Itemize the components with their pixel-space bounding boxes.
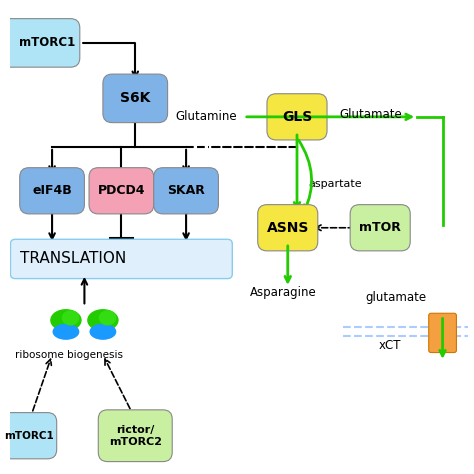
Text: mTOR: mTOR (359, 221, 401, 234)
FancyBboxPatch shape (20, 168, 84, 214)
FancyBboxPatch shape (98, 410, 172, 462)
Text: eIF4B: eIF4B (32, 184, 72, 197)
FancyBboxPatch shape (10, 239, 232, 279)
FancyBboxPatch shape (258, 205, 318, 251)
Text: xCT: xCT (378, 339, 401, 352)
FancyBboxPatch shape (428, 313, 456, 353)
Ellipse shape (88, 310, 118, 330)
Text: mTORC1: mTORC1 (4, 431, 54, 441)
FancyBboxPatch shape (267, 94, 327, 140)
Ellipse shape (90, 324, 116, 339)
Ellipse shape (63, 311, 79, 325)
Text: glutamate: glutamate (366, 291, 427, 303)
Text: ASNS: ASNS (266, 221, 309, 235)
FancyBboxPatch shape (154, 168, 219, 214)
Text: Glutamine: Glutamine (175, 110, 237, 123)
Text: Asparagine: Asparagine (250, 286, 317, 299)
Text: Glutamate: Glutamate (339, 108, 402, 121)
FancyBboxPatch shape (0, 18, 80, 67)
Text: GLS: GLS (282, 110, 312, 124)
Text: TRANSLATION: TRANSLATION (20, 251, 126, 266)
Text: S6K: S6K (120, 91, 150, 105)
FancyBboxPatch shape (0, 412, 57, 459)
Text: SKAR: SKAR (167, 184, 205, 197)
Text: rictor/
mTORC2: rictor/ mTORC2 (109, 425, 162, 447)
Text: aspartate: aspartate (309, 179, 362, 189)
Ellipse shape (51, 310, 81, 330)
Text: ribosome biogenesis: ribosome biogenesis (15, 350, 123, 360)
Text: PDCD4: PDCD4 (98, 184, 145, 197)
Ellipse shape (53, 324, 79, 339)
FancyBboxPatch shape (350, 205, 410, 251)
FancyBboxPatch shape (89, 168, 154, 214)
FancyBboxPatch shape (103, 74, 168, 123)
Text: mTORC1: mTORC1 (19, 36, 75, 49)
Ellipse shape (100, 311, 116, 325)
